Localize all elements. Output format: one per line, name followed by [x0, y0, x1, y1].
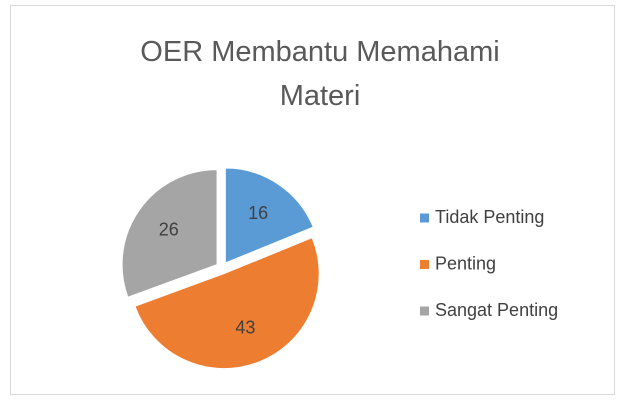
pie-slice [224, 167, 314, 264]
legend-swatch [420, 306, 429, 316]
data-label: 16 [248, 203, 268, 223]
legend-label: Penting [435, 253, 496, 273]
chart-border [10, 5, 615, 395]
pie-slice [134, 236, 320, 370]
chart-title: OER Membantu Memahami Materi [140, 36, 500, 112]
pie-slice [121, 169, 218, 298]
data-label: 43 [235, 317, 255, 337]
legend-label: Tidak Penting [435, 207, 544, 227]
legend-label: Sangat Penting [435, 300, 558, 320]
legend-swatch [420, 213, 429, 223]
data-label: 26 [159, 220, 179, 240]
legend-swatch [420, 260, 429, 269]
